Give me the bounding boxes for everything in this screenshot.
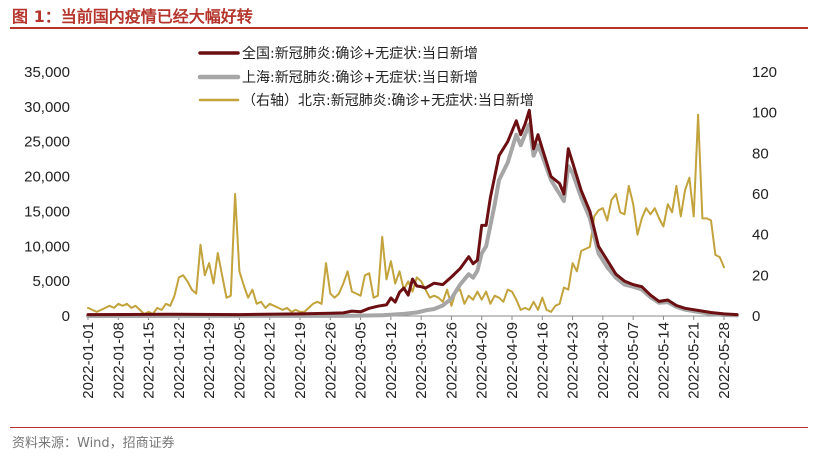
x-tick-label: 2022-03-26: [443, 322, 460, 399]
x-tick-label: 2022-02-12: [262, 322, 279, 399]
y-left-tick-label: 35,000: [24, 64, 70, 81]
title-divider: [10, 27, 808, 29]
y-left-tick-label: 10,000: [24, 238, 70, 255]
legend-label-1: 上海:新冠肺炎:确诊+无症状:当日新增: [242, 70, 478, 86]
legend-label-2: （右轴）北京:新冠肺炎:确诊+无症状:当日新增: [242, 93, 534, 109]
line-chart: 0 5,000 10,000 15,000 20,000 25,000 30,000 35,0…: [24, 45, 777, 399]
x-tick-label: 2022-03-12: [383, 322, 400, 399]
x-tick-label: 2022-01-29: [201, 322, 218, 399]
y-right-tick-label: 80: [752, 145, 769, 162]
x-tick-label: 2022-04-02: [474, 322, 491, 399]
chart-axes: 0 5,000 10,000 15,000 20,000 25,000 30,000 35,0…: [24, 64, 777, 399]
x-tick-label: 2022-02-19: [292, 322, 309, 399]
y-right-tick-label: 0: [752, 308, 760, 325]
y-right-tick-label: 100: [752, 105, 777, 122]
y-right-tick-label: 120: [752, 64, 777, 81]
x-tick-label: 2022-02-26: [322, 322, 339, 399]
x-tick-label: 2022-01-22: [171, 322, 188, 399]
x-tick-label: 2022-05-21: [686, 322, 703, 399]
x-tick-label: 2022-05-28: [716, 322, 733, 399]
y-right-tick-label: 20: [752, 267, 769, 284]
y-left-tick-label: 5,000: [32, 273, 70, 290]
chart-series: [86, 108, 739, 318]
y-right-tick-label: 40: [752, 227, 769, 244]
x-tick-label: 2022-05-14: [655, 322, 672, 399]
chart-title: 图 1：当前国内疫情已经大幅好转: [12, 7, 253, 26]
y-left-tick-label: 15,000: [24, 203, 70, 220]
source-divider: [10, 427, 808, 428]
x-tick-label: 2022-04-09: [504, 322, 521, 399]
x-tick-label: 2022-03-19: [413, 322, 430, 399]
x-tick-label: 2022-02-05: [231, 322, 248, 399]
x-tick-label: 2022-05-07: [625, 322, 642, 399]
x-tick-label: 2022-04-23: [565, 322, 582, 399]
source-note: 资料来源：Wind，招商证券: [12, 436, 175, 451]
x-tick-label: 2022-01-01: [80, 322, 97, 399]
y-right-tick-label: 60: [752, 186, 769, 203]
x-tick-label: 2022-04-16: [534, 322, 551, 399]
x-tick-label: 2022-01-08: [110, 322, 127, 399]
series-line-0: [86, 108, 739, 317]
x-tick-label: 2022-03-05: [353, 322, 370, 399]
x-tick-label: 2022-04-30: [595, 322, 612, 399]
legend-label-0: 全国:新冠肺炎:确诊+无症状:当日新增: [242, 45, 478, 62]
y-left-tick-label: 25,000: [24, 134, 70, 151]
y-left-tick-label: 0: [62, 308, 70, 325]
y-left-tick-label: 30,000: [24, 99, 70, 116]
y-left-tick-label: 20,000: [24, 169, 70, 186]
x-tick-label: 2022-01-15: [141, 322, 158, 399]
